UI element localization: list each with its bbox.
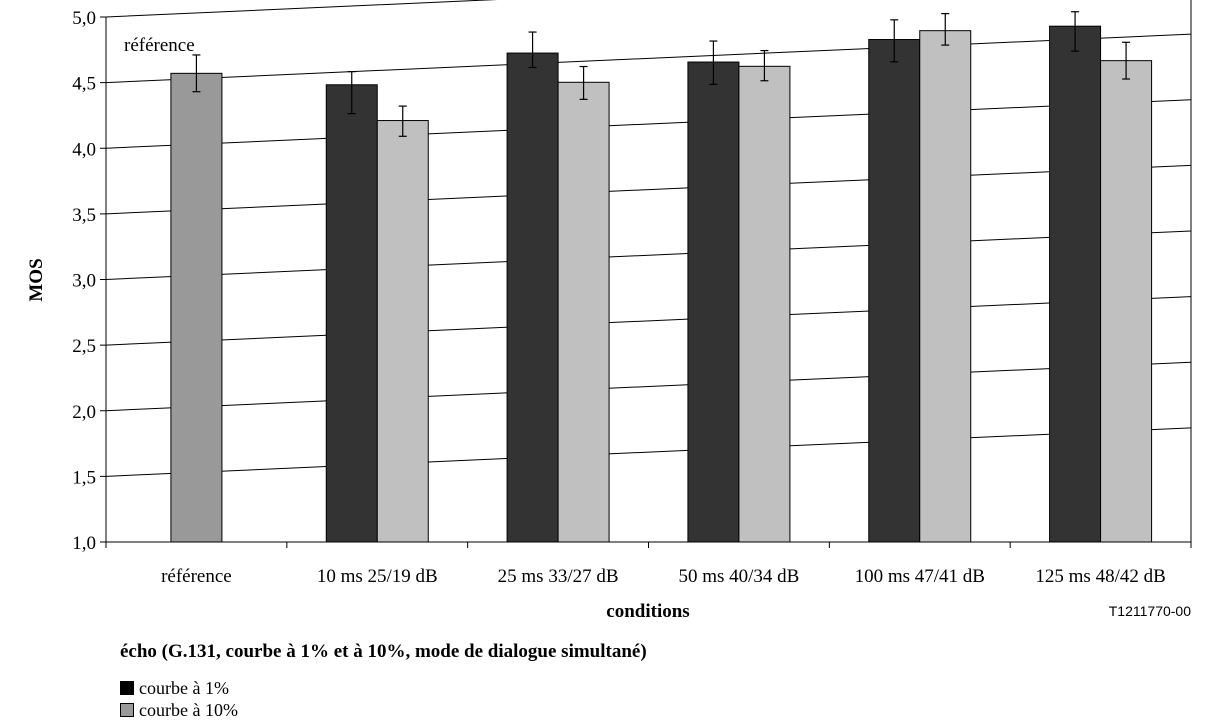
axis-ticks: 1,0 1,5 2,0 2,5 3,0 3,5 4,0 4,5 5,0 référence 10 m… — [72, 8, 1192, 587]
gridline — [105, 99, 1192, 149]
legend-label-10pct: courbe à 10% — [139, 699, 238, 720]
y-tick-label: 1,0 — [72, 533, 96, 554]
legend: courbe à 1% courbe à 10% — [120, 677, 238, 721]
legend-item-1pct: courbe à 1% — [120, 677, 238, 699]
error-bar-10pct — [398, 105, 407, 137]
y-tick-label: 1,5 — [72, 467, 96, 488]
x-tick-label: 10 ms 25/19 dB — [317, 566, 438, 587]
y-tick-label: 5,0 — [72, 8, 96, 29]
reference-bar — [170, 72, 223, 543]
gridline — [105, 164, 1192, 215]
gridline — [105, 296, 1192, 346]
error-bar-1pct — [347, 71, 356, 115]
x-tick-label: 125 ms 48/42 dB — [1035, 566, 1165, 587]
gridlines — [105, 0, 1192, 543]
y-axis-label: MOS — [26, 258, 47, 301]
gridline — [105, 33, 1192, 84]
bar-10pct — [557, 81, 610, 543]
legend-label-1pct: courbe à 1% — [139, 677, 229, 698]
error-bar-10pct — [760, 49, 769, 82]
chart: 1,0 1,5 2,0 2,5 3,0 3,5 4,0 4,5 5,0 référence 10 m… — [26, 0, 1192, 622]
error-bar-10pct — [941, 13, 950, 46]
plot-frame — [105, 0, 1192, 543]
gridline — [105, 361, 1192, 412]
y-tick-label: 4,0 — [72, 139, 96, 160]
legend-swatch-1pct — [120, 681, 134, 695]
error-bar-1pct — [709, 40, 718, 85]
x-tick-label: référence — [161, 566, 232, 587]
x-tick-label: 100 ms 47/41 dB — [855, 566, 985, 587]
error-bar-1pct — [528, 31, 537, 69]
error-bar-1pct — [890, 19, 899, 63]
legend-swatch-10pct — [120, 703, 134, 717]
bar-10pct — [376, 120, 429, 543]
error-bar-10pct — [1122, 41, 1131, 80]
bar-10pct — [738, 65, 791, 543]
error-bar-10pct — [579, 65, 588, 100]
error-bar-1pct — [1071, 11, 1080, 52]
bar-1pct — [1049, 25, 1102, 543]
chart-caption: écho (G.131, courbe à 1% et à 10%, mode … — [120, 641, 647, 662]
y-tick-label: 3,0 — [72, 271, 96, 292]
bar-1pct — [506, 52, 559, 543]
legend-item-10pct: courbe à 10% — [120, 699, 238, 721]
bar-1pct — [868, 39, 921, 543]
reference-annotation: référence — [124, 35, 195, 56]
bar-10pct — [919, 30, 972, 543]
x-tick-label: 25 ms 33/27 dB — [498, 566, 619, 587]
reference-error-bar — [192, 54, 201, 93]
bars — [170, 25, 1153, 543]
y-tick-label: 2,5 — [72, 336, 96, 357]
gridline — [105, 427, 1192, 477]
x-tick-label: 50 ms 40/34 dB — [678, 566, 799, 587]
bar-1pct — [687, 61, 740, 543]
bar-1pct — [325, 84, 378, 543]
error-bars — [192, 11, 1131, 137]
y-tick-label: 3,5 — [72, 205, 96, 226]
figure-id: T1211770-00 — [1109, 603, 1191, 619]
y-tick-label: 4,5 — [72, 74, 96, 95]
gridline — [105, 230, 1192, 280]
y-tick-label: 2,0 — [72, 402, 96, 423]
x-axis-label: conditions — [606, 601, 689, 622]
bar-10pct — [1100, 60, 1153, 543]
